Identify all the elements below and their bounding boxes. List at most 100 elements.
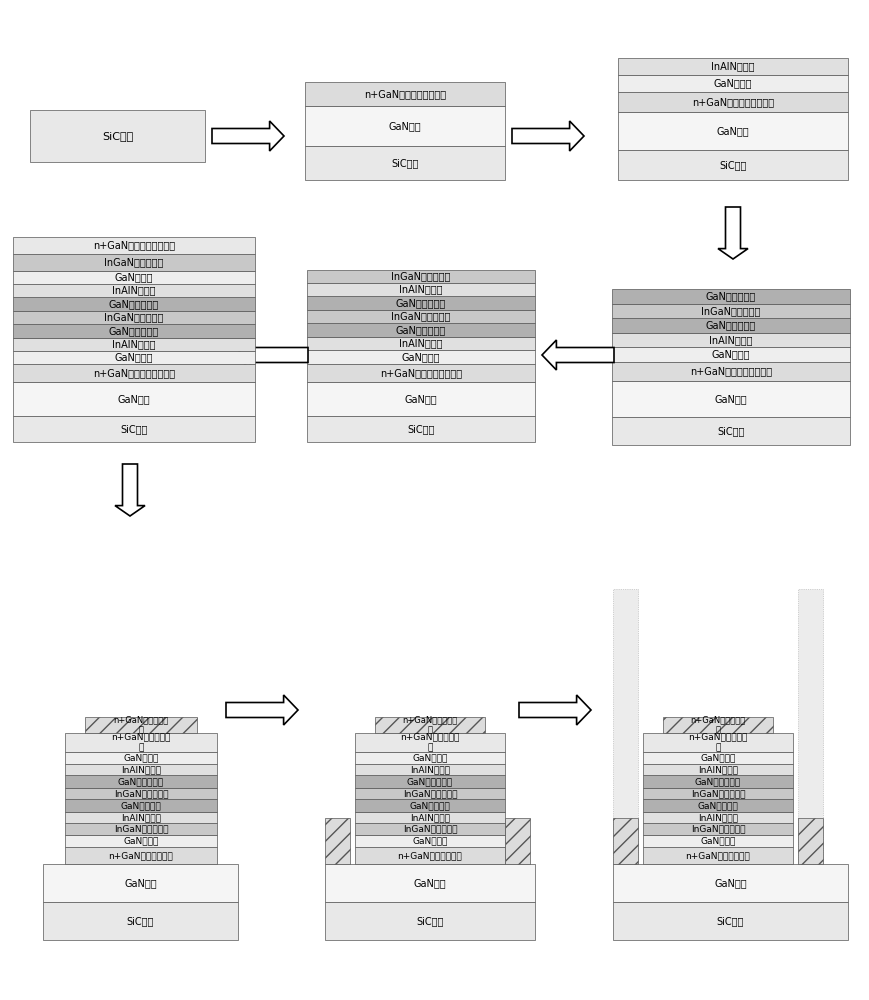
FancyBboxPatch shape bbox=[617, 92, 847, 112]
Text: InAlN势垒区: InAlN势垒区 bbox=[112, 340, 156, 350]
Text: GaN主量子阱区: GaN主量子阱区 bbox=[395, 325, 446, 335]
FancyBboxPatch shape bbox=[13, 237, 255, 254]
Text: GaN外延: GaN外延 bbox=[388, 121, 421, 131]
FancyBboxPatch shape bbox=[65, 764, 216, 775]
Polygon shape bbox=[717, 207, 747, 259]
FancyBboxPatch shape bbox=[613, 864, 847, 902]
FancyBboxPatch shape bbox=[13, 284, 255, 297]
FancyBboxPatch shape bbox=[305, 82, 504, 106]
Text: GaN隔离区: GaN隔离区 bbox=[115, 353, 153, 362]
FancyBboxPatch shape bbox=[65, 733, 216, 752]
Text: GaN主量子阱: GaN主量子阱 bbox=[121, 801, 161, 810]
Text: SiC村底: SiC村底 bbox=[127, 916, 154, 926]
Text: InGaN子量子阱区: InGaN子量子阱区 bbox=[391, 312, 450, 322]
FancyBboxPatch shape bbox=[642, 733, 792, 752]
FancyBboxPatch shape bbox=[642, 752, 792, 764]
FancyBboxPatch shape bbox=[307, 337, 534, 350]
Text: n+GaN集电极欧姆接触区: n+GaN集电极欧姆接触区 bbox=[689, 366, 771, 376]
Polygon shape bbox=[115, 464, 145, 516]
Text: InGaN子量子阱区: InGaN子量子阱区 bbox=[690, 789, 745, 798]
FancyBboxPatch shape bbox=[65, 847, 216, 864]
FancyBboxPatch shape bbox=[65, 823, 216, 835]
FancyBboxPatch shape bbox=[13, 311, 255, 324]
Text: InAlN势垒区: InAlN势垒区 bbox=[121, 765, 161, 774]
Text: SiC村底: SiC村底 bbox=[719, 160, 746, 170]
Text: GaN隔离区: GaN隔离区 bbox=[711, 350, 749, 360]
Text: GaN外延: GaN外延 bbox=[124, 878, 156, 888]
FancyBboxPatch shape bbox=[65, 799, 216, 812]
Text: GaN主量子阱区: GaN主量子阱区 bbox=[705, 292, 755, 302]
Text: InAlN势垒区: InAlN势垒区 bbox=[697, 813, 737, 822]
FancyBboxPatch shape bbox=[85, 717, 196, 733]
Text: InAlN势垒区: InAlN势垒区 bbox=[121, 813, 161, 822]
FancyBboxPatch shape bbox=[611, 318, 849, 333]
FancyBboxPatch shape bbox=[305, 106, 504, 146]
FancyBboxPatch shape bbox=[307, 323, 534, 337]
Polygon shape bbox=[541, 340, 614, 370]
FancyBboxPatch shape bbox=[611, 333, 849, 347]
FancyBboxPatch shape bbox=[13, 324, 255, 338]
FancyBboxPatch shape bbox=[325, 864, 534, 902]
FancyBboxPatch shape bbox=[307, 283, 534, 296]
Text: InAlN势垒区: InAlN势垒区 bbox=[697, 765, 737, 774]
Text: InGaN子量子阱区: InGaN子量子阱区 bbox=[104, 257, 163, 267]
FancyBboxPatch shape bbox=[307, 270, 534, 283]
FancyBboxPatch shape bbox=[13, 297, 255, 311]
Text: GaN隔离区: GaN隔离区 bbox=[700, 754, 735, 762]
Text: n+GaN集电极欧姆区: n+GaN集电极欧姆区 bbox=[109, 851, 173, 860]
FancyBboxPatch shape bbox=[611, 381, 849, 417]
Text: GaN隔离区: GaN隔离区 bbox=[412, 754, 448, 762]
Text: InGaN子量子阱区: InGaN子量子阱区 bbox=[402, 789, 457, 798]
Text: InGaN子量子阱区: InGaN子量子阱区 bbox=[700, 306, 760, 316]
Text: InGaN子量子阱区: InGaN子量子阱区 bbox=[402, 824, 457, 834]
FancyBboxPatch shape bbox=[307, 382, 534, 416]
Text: SiC村底: SiC村底 bbox=[416, 916, 443, 926]
FancyBboxPatch shape bbox=[13, 254, 255, 271]
Text: n+GaN集电极欧姆
区: n+GaN集电极欧姆 区 bbox=[400, 733, 459, 752]
FancyBboxPatch shape bbox=[13, 416, 255, 442]
FancyBboxPatch shape bbox=[504, 818, 529, 864]
FancyBboxPatch shape bbox=[797, 589, 822, 864]
Text: GaN隔离区: GaN隔离区 bbox=[115, 272, 153, 282]
Text: n+GaN集电极欧姆
区: n+GaN集电极欧姆 区 bbox=[687, 733, 746, 752]
FancyBboxPatch shape bbox=[642, 847, 792, 864]
Text: InAlN势垒区: InAlN势垒区 bbox=[409, 813, 449, 822]
FancyBboxPatch shape bbox=[307, 350, 534, 364]
FancyBboxPatch shape bbox=[355, 835, 504, 847]
FancyBboxPatch shape bbox=[65, 812, 216, 823]
Text: GaN隔离区: GaN隔离区 bbox=[123, 754, 158, 762]
FancyBboxPatch shape bbox=[65, 835, 216, 847]
Text: n+GaN集电极欧姆接触区: n+GaN集电极欧姆接触区 bbox=[363, 89, 446, 99]
FancyBboxPatch shape bbox=[307, 310, 534, 323]
FancyBboxPatch shape bbox=[617, 112, 847, 150]
Text: GaN主量子阱区: GaN主量子阱区 bbox=[407, 777, 453, 786]
Text: SiC村底: SiC村底 bbox=[391, 158, 418, 168]
Polygon shape bbox=[519, 695, 590, 725]
FancyBboxPatch shape bbox=[662, 717, 773, 733]
Text: GaN主量子阱区: GaN主量子阱区 bbox=[118, 777, 164, 786]
Polygon shape bbox=[226, 695, 298, 725]
Text: InAlN势垒区: InAlN势垒区 bbox=[399, 284, 442, 294]
Text: n+GaN集电极欧姆接触区: n+GaN集电极欧姆接触区 bbox=[93, 368, 175, 378]
Text: n+GaN发射极欧姆接触区: n+GaN发射极欧姆接触区 bbox=[93, 240, 175, 250]
FancyBboxPatch shape bbox=[642, 823, 792, 835]
FancyBboxPatch shape bbox=[642, 775, 792, 788]
FancyBboxPatch shape bbox=[611, 304, 849, 318]
FancyBboxPatch shape bbox=[305, 146, 504, 180]
Text: n+GaN发射极欧姆
区: n+GaN发射极欧姆 区 bbox=[113, 715, 169, 735]
Text: InAlN势垒区: InAlN势垒区 bbox=[112, 286, 156, 296]
FancyBboxPatch shape bbox=[613, 902, 847, 940]
FancyBboxPatch shape bbox=[642, 788, 792, 799]
Text: SiC村底: SiC村底 bbox=[716, 426, 744, 436]
FancyBboxPatch shape bbox=[307, 416, 534, 442]
Text: GaN隔离区: GaN隔离区 bbox=[713, 79, 752, 89]
Text: n+GaN发射极欧姆
区: n+GaN发射极欧姆 区 bbox=[690, 715, 745, 735]
FancyBboxPatch shape bbox=[65, 788, 216, 799]
FancyBboxPatch shape bbox=[642, 799, 792, 812]
Text: GaN主量子阱区: GaN主量子阱区 bbox=[705, 320, 755, 330]
FancyBboxPatch shape bbox=[613, 589, 637, 864]
Text: GaN主量子阱区: GaN主量子阱区 bbox=[694, 777, 740, 786]
Text: GaN外延: GaN外延 bbox=[713, 878, 746, 888]
Text: GaN隔离区: GaN隔离区 bbox=[700, 836, 735, 846]
FancyBboxPatch shape bbox=[355, 775, 504, 788]
